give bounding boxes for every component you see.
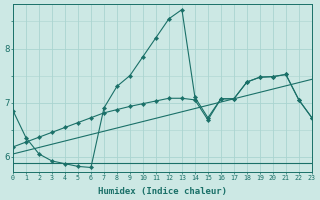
X-axis label: Humidex (Indice chaleur): Humidex (Indice chaleur) <box>98 187 227 196</box>
